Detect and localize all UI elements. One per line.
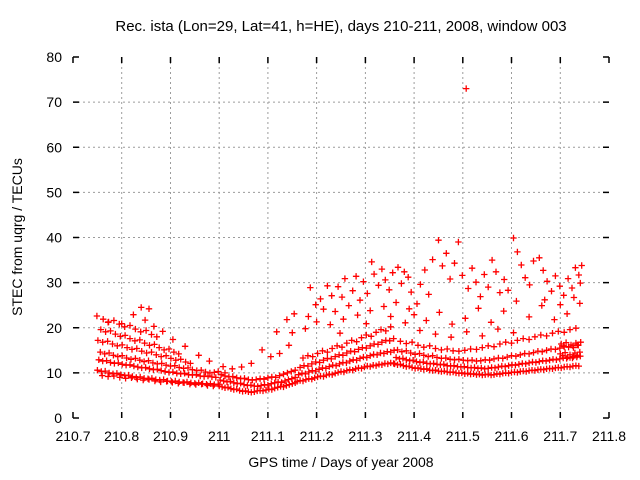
x-tick-label: 211.1	[251, 428, 285, 444]
points-layer	[93, 85, 585, 396]
tick-label-layer: 210.7 210.8 210.9 211 211.1 211.2 211.3 211.4 21…	[46, 49, 626, 444]
y-tick-label: 50	[46, 184, 62, 200]
grid-layer	[73, 57, 609, 418]
x-tick-label: 210.7	[55, 428, 90, 444]
x-tick-label: 210.8	[104, 428, 139, 444]
y-tick-label: 30	[46, 275, 62, 291]
x-tick-label: 211.4	[397, 428, 431, 444]
data-point-markers	[93, 85, 585, 396]
x-tick-label: 211.6	[495, 428, 529, 444]
x-tick-label: 211.2	[300, 428, 334, 444]
chart-title: Rec. ista (Lon=29, Lat=41, h=HE), days 2…	[115, 18, 566, 35]
x-tick-label: 211.3	[348, 428, 382, 444]
tick-layer	[72, 56, 610, 419]
y-tick-label: 20	[46, 320, 62, 336]
x-tick-label: 211.5	[446, 428, 480, 444]
gridlines	[73, 57, 609, 418]
y-tick-label: 70	[46, 94, 62, 110]
y-tick-label: 80	[46, 49, 62, 65]
axis-ticks	[72, 56, 610, 419]
x-tick-label: 211.8	[592, 428, 626, 444]
y-tick-label: 0	[54, 410, 62, 426]
x-tick-label: 211	[208, 428, 231, 444]
y-tick-label: 40	[46, 230, 62, 246]
y-tick-label: 10	[46, 365, 62, 381]
x-tick-label: 211.7	[543, 428, 577, 444]
y-tick-label: 60	[46, 139, 62, 155]
x-axis-label: GPS time / Days of year 2008	[248, 454, 433, 470]
y-axis-label: STEC from uqrg / TECUs	[9, 158, 25, 316]
x-tick-label: 210.9	[153, 428, 188, 444]
